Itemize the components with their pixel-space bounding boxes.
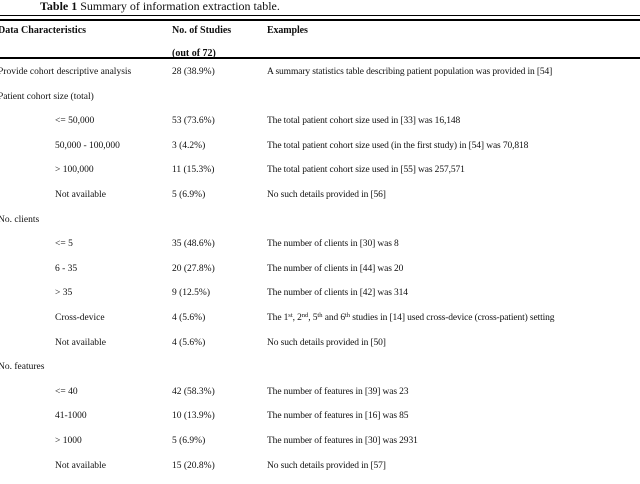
table-row: Not available 4 (5.6%) No such details pro… xyxy=(0,337,640,362)
table-row: Not available 5 (6.9%) No such details pro… xyxy=(0,189,640,214)
cell-characteristic: Patient cohort size (total) xyxy=(0,91,94,103)
cell-characteristic: 50,000 - 100,000 xyxy=(55,140,120,152)
cell-example: The total patient cohort size used (in t… xyxy=(267,140,528,152)
cell-example: A summary statistics table describing pa… xyxy=(267,66,552,78)
table-row: 6 - 35 20 (27.8%) The number of clients in… xyxy=(0,263,640,288)
cell-no-of-studies: 11 (15.3%) xyxy=(172,164,214,176)
cell-characteristic: <= 40 xyxy=(55,386,78,398)
table-row: > 35 9 (12.5%) The number of clients in [4… xyxy=(0,287,640,312)
cell-characteristic: Provide cohort descriptive analysis xyxy=(0,66,131,78)
cell-no-of-studies: 35 (48.6%) xyxy=(172,238,215,250)
cell-example: No such details provided in [56] xyxy=(267,189,386,201)
cell-no-of-studies: 10 (13.9%) xyxy=(172,410,215,422)
cell-characteristic: > 1000 xyxy=(55,435,82,447)
cell-no-of-studies: 42 (58.3%) xyxy=(172,386,215,398)
cell-no-of-studies: 5 (6.9%) xyxy=(172,435,205,447)
cell-example: The 1st, 2nd, 5th and 6th studies in [14… xyxy=(267,312,554,325)
superscript-ordinal: th xyxy=(317,312,322,319)
cell-no-of-studies: 5 (6.9%) xyxy=(172,189,205,201)
cell-characteristic: <= 50,000 xyxy=(55,115,94,127)
table-header-row: Data Characteristics No. of Studies (out… xyxy=(0,21,640,57)
column-header-no-of-studies: No. of Studies xyxy=(172,25,231,37)
cell-characteristic: Not available xyxy=(55,189,106,201)
superscript-ordinal: nd xyxy=(302,312,309,319)
superscript-ordinal: th xyxy=(345,312,350,319)
cell-example: The number of clients in [44] was 20 xyxy=(267,263,403,275)
cell-characteristic: 6 - 35 xyxy=(55,263,77,275)
table-row: <= 50,000 53 (73.6%) The total patient coh… xyxy=(0,115,640,140)
cell-no-of-studies: 53 (73.6%) xyxy=(172,115,215,127)
column-header-data-characteristics: Data Characteristics xyxy=(0,25,86,37)
cell-example: The number of features in [30] was 2931 xyxy=(267,435,418,447)
cell-characteristic: > 100,000 xyxy=(55,164,94,176)
cell-characteristic: No. features xyxy=(0,361,44,373)
cell-no-of-studies: 4 (5.6%) xyxy=(172,337,205,349)
table-row: <= 5 35 (48.6%) The number of clients in [… xyxy=(0,238,640,263)
cell-no-of-studies: 3 (4.2%) xyxy=(172,140,205,152)
cell-characteristic: 41-1000 xyxy=(55,410,87,422)
cell-example: The total patient cohort size used in [3… xyxy=(267,115,460,127)
table-row: > 100,000 11 (15.3%) The total patient coh… xyxy=(0,164,640,189)
column-header-out-of-72: (out of 72) xyxy=(172,48,216,60)
cell-characteristic: Cross-device xyxy=(55,312,105,324)
table-row: 41-1000 10 (13.9%) The number of features … xyxy=(0,410,640,435)
table-row: 50,000 - 100,000 3 (4.2%) The total patien… xyxy=(0,140,640,165)
table-row: Cross-device 4 (5.6%) The 1st, 2nd, 5th an… xyxy=(0,312,640,337)
table-row: Not available 15 (20.8%) No such details p… xyxy=(0,460,640,484)
cell-example: No such details provided in [57] xyxy=(267,460,386,472)
cell-example: The number of features in [39] was 23 xyxy=(267,386,408,398)
cell-no-of-studies: 20 (27.8%) xyxy=(172,263,215,275)
cell-no-of-studies: 4 (5.6%) xyxy=(172,312,205,324)
table-row: > 1000 5 (6.9%) The number of features in … xyxy=(0,435,640,460)
table-caption: Table 1 Summary of information extractio… xyxy=(0,0,640,14)
cell-characteristic: > 35 xyxy=(55,287,72,299)
cell-characteristic: Not available xyxy=(55,337,106,349)
table-caption-text: Summary of information extraction table. xyxy=(77,0,280,13)
table-caption-label: Table 1 xyxy=(40,0,77,13)
table-row: <= 40 42 (58.3%) The number of features in… xyxy=(0,386,640,411)
column-header-examples: Examples xyxy=(267,25,308,37)
table-row: No. clients xyxy=(0,214,640,239)
table-body: Provide cohort descriptive analysis 28 (3… xyxy=(0,59,640,484)
table-row: Patient cohort size (total) xyxy=(0,91,640,116)
document-page: Table 1 Summary of information extractio… xyxy=(0,0,640,471)
cell-example: The number of features in [16] was 85 xyxy=(267,410,408,422)
cell-example: The number of clients in [30] was 8 xyxy=(267,238,399,250)
cell-no-of-studies: 15 (20.8%) xyxy=(172,460,215,472)
cell-example: The total patient cohort size used in [5… xyxy=(267,164,465,176)
cell-example: No such details provided in [50] xyxy=(267,337,386,349)
cell-characteristic: Not available xyxy=(55,460,106,472)
superscript-ordinal: st xyxy=(288,312,292,319)
table-row: No. features xyxy=(0,361,640,386)
cell-example: The number of clients in [42] was 314 xyxy=(267,287,408,299)
table-row: Provide cohort descriptive analysis 28 (3… xyxy=(0,66,640,91)
cell-characteristic: <= 5 xyxy=(55,238,73,250)
cell-no-of-studies: 9 (12.5%) xyxy=(172,287,210,299)
cell-no-of-studies: 28 (38.9%) xyxy=(172,66,215,78)
cell-characteristic: No. clients xyxy=(0,214,39,226)
